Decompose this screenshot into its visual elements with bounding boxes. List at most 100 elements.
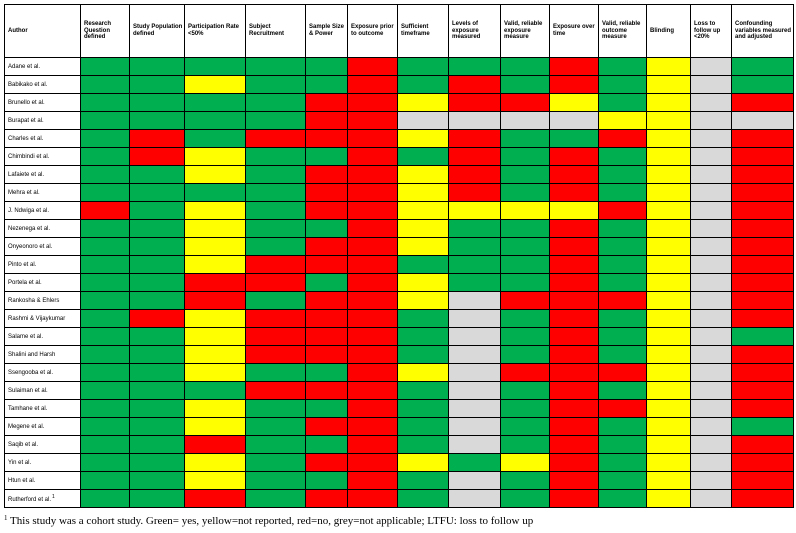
rating-cell	[397, 291, 449, 310]
rating-cell	[184, 273, 246, 292]
author-name: Sulaiman et al.	[8, 387, 48, 394]
rating-cell	[245, 399, 306, 418]
rating-cell	[397, 489, 449, 508]
rating-cell	[245, 57, 306, 76]
rating-cell	[731, 435, 794, 454]
rating-cell	[646, 57, 691, 76]
rating-cell	[245, 111, 306, 130]
rating-cell	[245, 219, 306, 238]
rating-cell	[549, 57, 599, 76]
table-row: Charles et al.	[4, 129, 794, 148]
rating-cell	[731, 291, 794, 310]
table-row: Tamhane et al.	[4, 399, 794, 418]
column-header: Loss to follow up <20%	[690, 4, 732, 58]
rating-cell	[305, 57, 348, 76]
rating-cell	[184, 381, 246, 400]
rating-cell	[646, 129, 691, 148]
column-header: Blinding	[646, 4, 691, 58]
table-row: Rutherford et al.1	[4, 489, 794, 508]
rating-cell	[690, 219, 732, 238]
rating-cell	[80, 363, 130, 382]
rating-cell	[646, 471, 691, 490]
table-body: Adane et al. Babikako et al. Brunello et a…	[4, 57, 794, 508]
rating-cell	[347, 219, 398, 238]
rating-cell	[598, 129, 647, 148]
rating-cell	[549, 237, 599, 256]
column-header: Exposure over time	[549, 4, 599, 58]
rating-cell	[129, 399, 185, 418]
rating-cell	[448, 111, 501, 130]
rating-cell	[347, 399, 398, 418]
rating-cell	[184, 201, 246, 220]
rating-cell	[598, 237, 647, 256]
rating-cell	[245, 75, 306, 94]
rating-cell	[731, 57, 794, 76]
rating-cell	[646, 111, 691, 130]
rating-cell	[598, 219, 647, 238]
author-name: Tamhane et al.	[8, 405, 48, 412]
rating-cell	[305, 309, 348, 328]
rating-cell	[731, 453, 794, 472]
table-row: Brunello et al.	[4, 93, 794, 112]
rating-cell	[448, 435, 501, 454]
table-row: Htun et al.	[4, 471, 794, 490]
rating-cell	[184, 75, 246, 94]
table-row: Portela et al.	[4, 273, 794, 292]
rating-cell	[397, 201, 449, 220]
rating-cell	[500, 183, 550, 202]
rating-cell	[690, 273, 732, 292]
rating-cell	[245, 129, 306, 148]
rating-cell	[690, 93, 732, 112]
rating-cell	[80, 75, 130, 94]
rating-cell	[129, 75, 185, 94]
rating-cell	[500, 399, 550, 418]
table-row: J. Ndwiga et al.	[4, 201, 794, 220]
rating-cell	[448, 453, 501, 472]
rating-cell	[80, 381, 130, 400]
rating-cell	[305, 435, 348, 454]
rating-cell	[690, 57, 732, 76]
rating-cell	[347, 489, 398, 508]
rating-cell	[245, 363, 306, 382]
rating-cell	[129, 489, 185, 508]
rating-cell	[646, 291, 691, 310]
table-row: Adane et al.	[4, 57, 794, 76]
rating-cell	[448, 255, 501, 274]
rating-cell	[397, 399, 449, 418]
column-header: Sample Size & Power	[305, 4, 348, 58]
rating-cell	[80, 399, 130, 418]
rating-cell	[245, 381, 306, 400]
author-cell: Rankosha & Ehlers	[4, 291, 81, 310]
rating-cell	[549, 435, 599, 454]
table-row: Shalini and Harsh	[4, 345, 794, 364]
rating-cell	[690, 291, 732, 310]
rating-cell	[129, 327, 185, 346]
rating-cell	[347, 237, 398, 256]
rating-cell	[184, 417, 246, 436]
rating-cell	[347, 471, 398, 490]
rating-cell	[448, 471, 501, 490]
rating-cell	[690, 471, 732, 490]
rating-cell	[397, 255, 449, 274]
rating-cell	[500, 327, 550, 346]
rating-cell	[690, 309, 732, 328]
rating-cell	[80, 327, 130, 346]
rating-cell	[646, 93, 691, 112]
rating-cell	[448, 345, 501, 364]
author-name: Babikako et al.	[8, 81, 48, 88]
rating-cell	[397, 111, 449, 130]
rating-cell	[129, 255, 185, 274]
rating-cell	[549, 129, 599, 148]
rating-cell	[646, 381, 691, 400]
rating-cell	[347, 417, 398, 436]
rating-cell	[690, 201, 732, 220]
rating-cell	[245, 273, 306, 292]
rating-cell	[731, 345, 794, 364]
rating-cell	[305, 219, 348, 238]
rating-cell	[731, 363, 794, 382]
rating-cell	[80, 183, 130, 202]
rating-cell	[80, 201, 130, 220]
rating-cell	[690, 183, 732, 202]
rating-cell	[598, 435, 647, 454]
rating-cell	[305, 399, 348, 418]
